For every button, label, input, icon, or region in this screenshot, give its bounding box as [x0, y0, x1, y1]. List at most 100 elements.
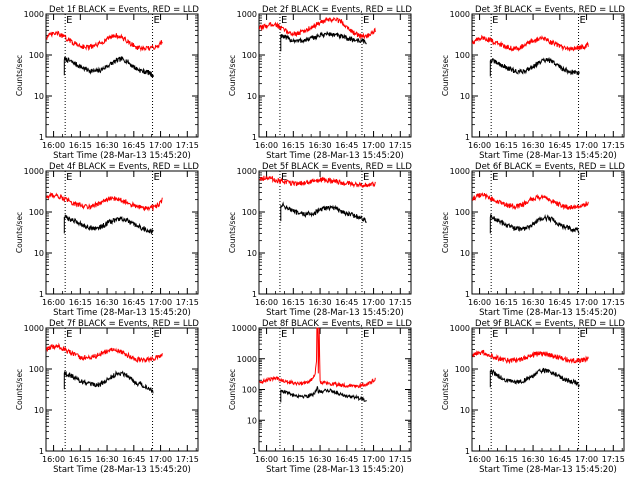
y-tick-label: 100 [455, 208, 470, 217]
y-tick-label: 1000 [450, 10, 470, 19]
y-tick-label: 10000 [232, 324, 257, 333]
y-tick-label: 100 [455, 51, 470, 60]
y-tick-label: 1 [465, 290, 470, 299]
event-marker-label: E [281, 172, 287, 183]
x-tick-label: 16:30 [522, 141, 545, 150]
event-marker-label: E [492, 172, 498, 183]
panel-title: Det 2f BLACK = Events, RED = LLD [262, 5, 412, 15]
y-tick-label: 1 [39, 133, 44, 142]
plot-frame [258, 170, 412, 295]
y-tick-label: 1000 [24, 10, 44, 19]
x-tick-label: 16:45 [548, 455, 571, 464]
x-tick-label: 17:15 [602, 141, 625, 150]
panel-title: Det 6f BLACK = Events, RED = LLD [475, 162, 625, 172]
y-tick-label: 10 [247, 249, 257, 258]
x-tick-label: 16:00 [468, 298, 491, 307]
x-axis-label: Start Time (28-Mar-13 15:45:20) [266, 308, 404, 318]
y-axis-label: Counts/sec [15, 369, 24, 410]
event-marker-label: E [580, 329, 586, 340]
event-marker-label: E [492, 329, 498, 340]
x-axis-label: Start Time (28-Mar-13 15:45:20) [479, 308, 617, 318]
event-marker-label: E [154, 15, 160, 26]
panel-title: Det 7f BLACK = Events, RED = LLD [49, 319, 199, 329]
panel-chart: Det 6f BLACK = Events, RED = LLD 1 10 100 10… [441, 162, 625, 318]
x-axis-label: Start Time (28-Mar-13 15:45:20) [266, 151, 404, 161]
x-tick-label: 16:00 [255, 298, 278, 307]
y-tick-label: 1 [465, 447, 470, 456]
event-marker-label: E [580, 172, 586, 183]
detector-panel-9: Det 9f BLACK = Events, RED = LLD 1 10 100 10… [434, 318, 640, 475]
detector-panel-8: Det 8f BLACK = Events, RED = LLD 1 10 100 10… [221, 318, 433, 475]
x-tick-label: 17:00 [149, 141, 172, 150]
y-tick-label: 100 [29, 365, 44, 374]
y-tick-label: 1000 [450, 324, 470, 333]
x-tick-label: 16:45 [335, 141, 358, 150]
x-axis-label: Start Time (28-Mar-13 15:45:20) [53, 465, 191, 475]
x-tick-label: 16:00 [42, 141, 65, 150]
events-series-line [489, 367, 580, 388]
x-tick-label: 16:45 [548, 141, 571, 150]
y-tick-label: 10 [460, 92, 470, 101]
panel-chart: Det 7f BLACK = Events, RED = LLD 1 10 100 10… [15, 319, 199, 475]
detector-panel-4: Det 4f BLACK = Events, RED = LLD 1 10 100 10… [8, 161, 220, 318]
event-marker-label: E [363, 172, 369, 183]
x-tick-label: 16:15 [282, 298, 305, 307]
event-marker-label: E [66, 15, 72, 26]
panel-chart: Det 2f BLACK = Events, RED = LLD 1 10 100 10… [228, 5, 412, 161]
panel-title: Det 8f BLACK = Events, RED = LLD [262, 319, 412, 329]
panel-title: Det 1f BLACK = Events, RED = LLD [49, 5, 199, 15]
x-axis-label: Start Time (28-Mar-13 15:45:20) [479, 151, 617, 161]
x-tick-label: 17:15 [176, 298, 199, 307]
y-tick-label: 1 [465, 133, 470, 142]
x-tick-label: 17:00 [362, 455, 385, 464]
plot-frame [471, 13, 625, 138]
lld-series-line [259, 175, 376, 189]
lld-series-line [45, 342, 163, 364]
x-tick-label: 16:30 [96, 141, 119, 150]
events-series-line [280, 31, 367, 52]
y-tick-label: 10 [34, 249, 44, 258]
x-tick-label: 17:00 [575, 455, 598, 464]
event-marker-label: E [363, 15, 369, 26]
x-tick-label: 16:45 [335, 455, 358, 464]
panel-chart: Det 5f BLACK = Events, RED = LLD 1 10 100 10… [228, 162, 412, 318]
x-tick-label: 16:15 [69, 455, 92, 464]
y-axis-label: Counts/sec [441, 55, 450, 96]
y-tick-label: 1000 [450, 167, 470, 176]
x-tick-label: 16:30 [309, 141, 332, 150]
plot-frame [471, 327, 625, 452]
x-tick-label: 16:15 [69, 141, 92, 150]
panel-title: Det 5f BLACK = Events, RED = LLD [262, 162, 412, 172]
y-tick-label: 10 [34, 406, 44, 415]
lld-series-line [45, 191, 163, 212]
y-axis-label: Counts/sec [441, 212, 450, 253]
x-tick-label: 17:15 [176, 455, 199, 464]
y-tick-label: 1 [252, 447, 257, 456]
y-tick-label: 1000 [237, 10, 257, 19]
y-tick-label: 1 [252, 133, 257, 142]
x-tick-label: 16:30 [522, 298, 545, 307]
y-tick-label: 100 [242, 386, 257, 395]
event-marker-label: E [154, 329, 160, 340]
event-marker-label: E [66, 172, 72, 183]
x-tick-label: 16:00 [255, 455, 278, 464]
lld-series-line [258, 327, 376, 389]
x-tick-label: 16:30 [96, 298, 119, 307]
event-marker-label: E [580, 15, 586, 26]
y-tick-label: 100 [242, 51, 257, 60]
x-tick-label: 16:45 [122, 141, 145, 150]
x-tick-label: 16:00 [42, 298, 65, 307]
y-axis-label: Counts/sec [15, 55, 24, 96]
y-axis-label: Counts/sec [15, 212, 24, 253]
event-marker-label: E [492, 15, 498, 26]
x-tick-label: 17:00 [575, 141, 598, 150]
panel-chart: Det 4f BLACK = Events, RED = LLD 1 10 100 10… [15, 162, 199, 318]
x-tick-label: 17:15 [389, 298, 412, 307]
x-tick-label: 17:15 [389, 141, 412, 150]
y-tick-label: 100 [29, 208, 44, 217]
panel-chart: Det 1f BLACK = Events, RED = LLD 1 10 100 10… [15, 5, 199, 161]
lld-series-line [472, 349, 589, 365]
x-tick-label: 17:00 [149, 455, 172, 464]
x-tick-label: 17:00 [149, 298, 172, 307]
x-tick-label: 16:15 [282, 455, 305, 464]
